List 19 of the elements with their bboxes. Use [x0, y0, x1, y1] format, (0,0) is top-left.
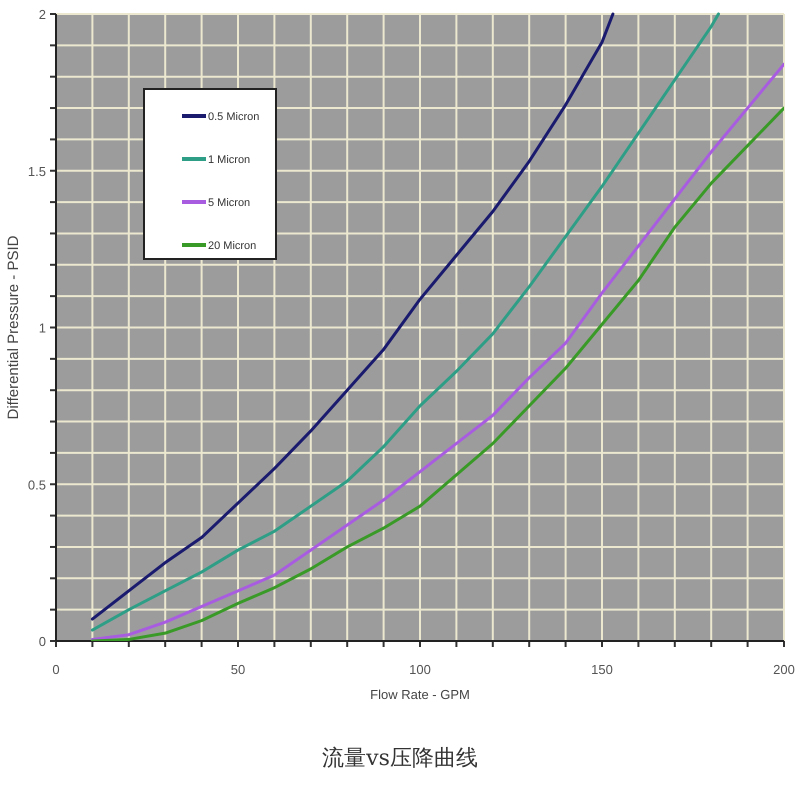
y-tick-label: 0.5: [28, 477, 46, 492]
legend-label: 5 Micron: [208, 197, 250, 209]
x-tick-label: 50: [230, 662, 246, 677]
legend-label: 20 Micron: [208, 240, 256, 252]
x-tick-label: 150: [591, 662, 613, 677]
y-tick-label: 2: [38, 7, 46, 22]
x-axis-title: Flow Rate - GPM: [370, 687, 470, 702]
y-tick-label: 0: [38, 634, 46, 649]
x-tick-label: 0: [52, 662, 60, 677]
text: 流量vs压降曲线: [322, 746, 478, 771]
y-tick-label: 1: [38, 320, 46, 336]
x-tick-label: 100: [409, 662, 431, 677]
line-series: [90, 12, 614, 621]
y-tick-label: 1.5: [28, 164, 46, 179]
legend-label: 0.5 Micron: [208, 111, 260, 123]
legend-label: 1 Micron: [208, 154, 250, 166]
y-axis-title: Differential Pressure - PSID: [5, 235, 22, 420]
line-series: [90, 12, 720, 632]
x-tick-label: 200: [773, 662, 795, 677]
